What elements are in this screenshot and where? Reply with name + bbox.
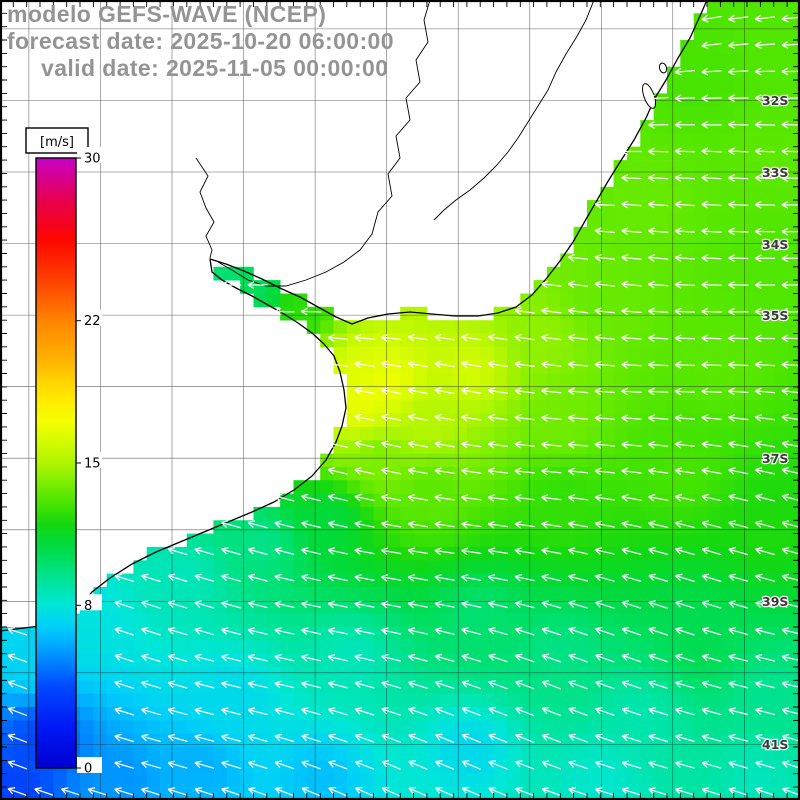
colorbar-tick-label: 22	[84, 314, 101, 329]
coastal-lagoons	[642, 62, 668, 109]
latitude-labels: 32S 33S 34S 35S 37S 39S 41S	[761, 92, 790, 753]
lat-label: 39S	[762, 594, 788, 609]
colorbar-legend: [m/s] 30 22 15 8 0	[25, 127, 102, 777]
lat-label: 35S	[762, 308, 788, 323]
valid-date: valid date: 2025-11-05 00:00:00	[41, 55, 389, 81]
colorbar-tick-label: 30	[84, 152, 101, 167]
lat-label: 37S	[762, 451, 788, 466]
lat-label: 33S	[762, 165, 788, 180]
coastline	[0, 0, 708, 632]
lat-label: 34S	[762, 237, 788, 252]
model-title: modelo GEFS-WAVE (NCEP)	[7, 1, 327, 27]
legend-unit-label: [m/s]	[40, 135, 74, 150]
colorbar-tick-label: 0	[84, 762, 92, 777]
colorbar-tick-label: 15	[84, 457, 101, 472]
colorbar-tick-labels: 30 22 15 8 0	[76, 147, 102, 777]
rivers	[195, 0, 595, 287]
lat-label: 32S	[762, 93, 788, 108]
forecast-date: forecast date: 2025-10-20 06:00:00	[7, 28, 394, 54]
title-block: modelo GEFS-WAVE (NCEP) forecast date: 2…	[7, 1, 394, 82]
colorbar-tick-label: 8	[84, 599, 92, 614]
lat-label: 41S	[762, 737, 788, 752]
wave-direction-arrows	[7, 14, 800, 797]
colorbar-gradient	[35, 157, 77, 769]
